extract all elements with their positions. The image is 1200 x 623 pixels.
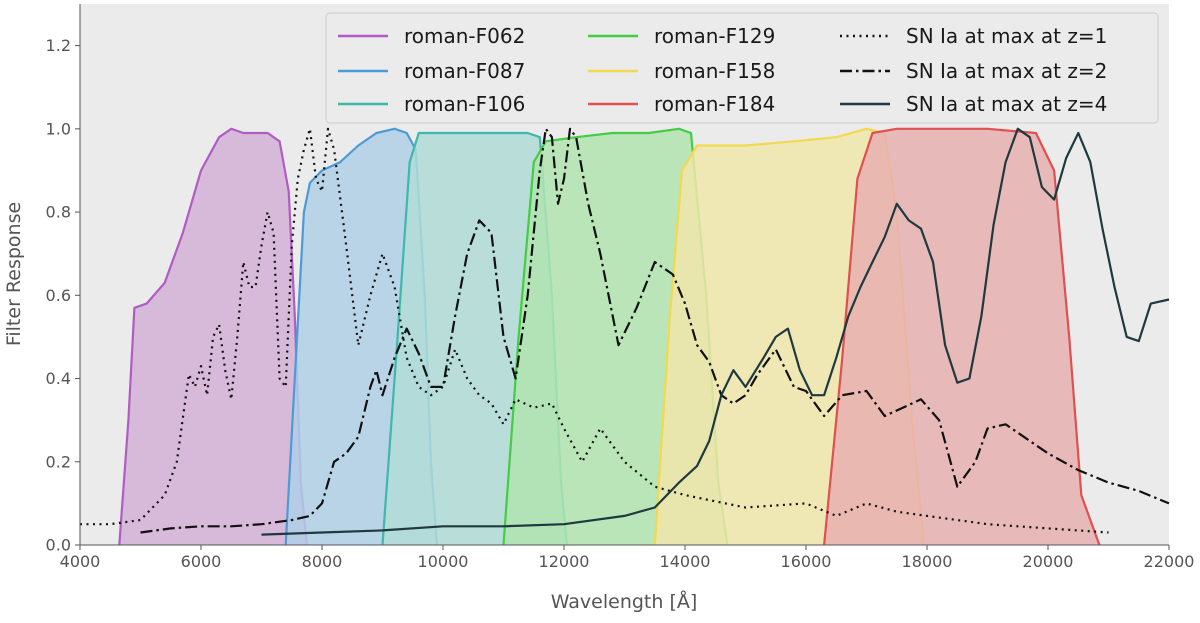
- sn-spectra: [80, 127, 1170, 536]
- filter-bands: [118, 127, 1101, 546]
- filter-fill-roman-f062: [119, 128, 307, 546]
- x-tick-label: 22000: [1144, 552, 1195, 571]
- filter-fill-roman-f184: [824, 128, 1100, 546]
- y-tick-label: 1.0: [46, 119, 71, 138]
- spectrum-line-z4: [261, 127, 1170, 536]
- y-tick-label: 0.8: [46, 203, 71, 222]
- x-tick-label: 14000: [660, 552, 711, 571]
- spectrum-line-z2: [140, 127, 1170, 534]
- legend-label: roman-F087: [404, 59, 525, 83]
- y-tick-label: 0.6: [46, 286, 71, 305]
- legend-box: [325, 12, 1159, 124]
- x-tick-label: 10000: [418, 552, 469, 571]
- y-tick-label: 1.2: [46, 36, 71, 55]
- x-tick-label: 6000: [181, 552, 222, 571]
- y-tick-label: 0.4: [46, 369, 71, 388]
- y-tick-label: 0.2: [46, 452, 71, 471]
- filter-line-roman-f062: [118, 127, 308, 546]
- x-tick-label: 4000: [60, 552, 101, 571]
- legend-label: SN Ia at max at z=4: [906, 92, 1107, 116]
- x-tick-label: 16000: [781, 552, 832, 571]
- axes: 4000 6000 8000 10000 12000 14000 16000 18000 200…: [46, 4, 1195, 571]
- legend-label: SN Ia at max at z=2: [906, 59, 1107, 83]
- legend-label: roman-F106: [404, 92, 525, 116]
- legend-label: roman-F129: [654, 24, 775, 48]
- legend: roman-F062 roman-F087 roman-F106 roman-F129…: [325, 12, 1159, 124]
- x-axis-label: Wavelength [Å]: [551, 590, 698, 613]
- x-tick-label: 8000: [302, 552, 343, 571]
- filter-line-roman-f184: [823, 127, 1101, 546]
- x-tick-label: 12000: [539, 552, 590, 571]
- legend-label: SN Ia at max at z=1: [906, 24, 1107, 48]
- spectrum-line-z1: [80, 127, 1109, 534]
- y-tick-label: 0.0: [46, 536, 71, 555]
- legend-label: roman-F062: [404, 24, 525, 48]
- y-axis-label: Filter Response: [3, 202, 25, 346]
- x-tick-label: 20000: [1023, 552, 1074, 571]
- x-tick-label: 18000: [902, 552, 953, 571]
- legend-label: roman-F184: [654, 92, 775, 116]
- legend-label: roman-F158: [654, 59, 775, 83]
